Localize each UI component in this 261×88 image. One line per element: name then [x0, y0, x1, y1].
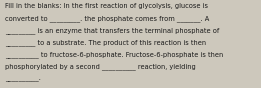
Text: Fill in the blanks: In the first reaction of glycolysis, glucose is: Fill in the blanks: In the first reactio… — [5, 3, 208, 9]
Text: _________ is an enzyme that transfers the terminal phosphate of: _________ is an enzyme that transfers th… — [5, 27, 219, 34]
Text: __________.: __________. — [5, 76, 40, 81]
Text: phosphorylated by a second __________ reaction, yielding: phosphorylated by a second __________ re… — [5, 63, 195, 70]
Text: __________ to fructose-6-phosphate. Fructose-6-phosphate is then: __________ to fructose-6-phosphate. Fruc… — [5, 51, 223, 58]
Text: _________ to a substrate. The product of this reaction is then: _________ to a substrate. The product of… — [5, 39, 206, 46]
Text: converted to _________. the phosphate comes from _______. A: converted to _________. the phosphate co… — [5, 15, 209, 22]
